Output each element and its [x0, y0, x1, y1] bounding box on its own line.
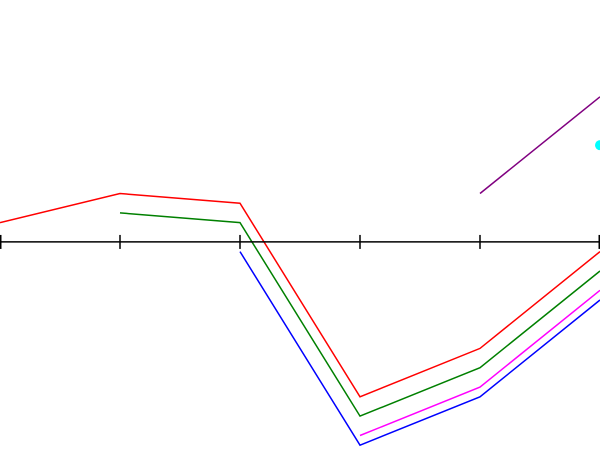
x-axis	[0, 234, 600, 249]
points-layer	[595, 140, 600, 151]
series-line-3	[239, 251, 600, 447]
series-line-1	[0, 192, 600, 398]
series-line-5	[479, 96, 600, 195]
series-line-4	[359, 289, 600, 437]
series-layer	[0, 96, 600, 447]
data-point-1	[595, 140, 600, 151]
series-line-2	[119, 212, 600, 418]
